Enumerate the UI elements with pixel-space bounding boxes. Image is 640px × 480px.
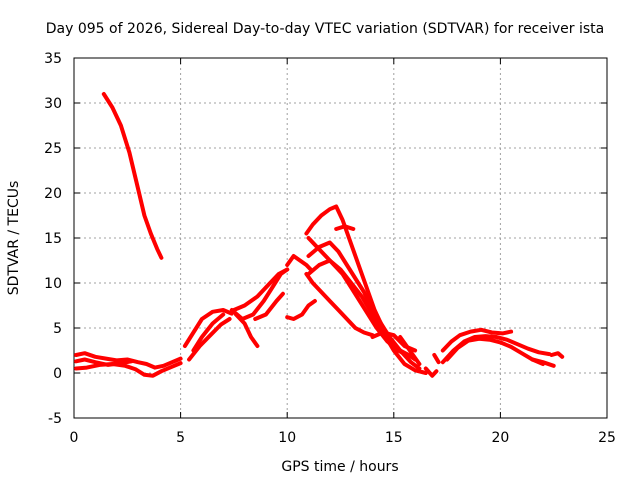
series-arc-6 [187, 317, 232, 362]
y-axis-label: SDTVAR / TECUs [6, 181, 22, 296]
series-arc-1 [101, 92, 164, 260]
y-tick-label: 30 [44, 96, 62, 112]
grid [74, 58, 607, 418]
y-tick-label: 10 [44, 276, 62, 292]
x-tick-label: 15 [385, 430, 403, 446]
axis-ticks: 0 5 10 15 20 25 -5 0 5 10 15 20 25 30 35 [44, 51, 616, 446]
series-arc-18 [304, 272, 375, 338]
series-arc-11 [253, 291, 285, 321]
y-tick-label: 25 [44, 141, 62, 157]
y-tick-label: 0 [53, 366, 62, 382]
series-arc-17 [334, 224, 356, 231]
series-arc-23 [432, 353, 441, 365]
series-arc-12 [285, 254, 313, 272]
series-arc-24 [440, 327, 514, 353]
x-tick-label: 10 [278, 430, 296, 446]
y-tick-label: 35 [44, 51, 62, 67]
series-arc-15 [306, 240, 422, 371]
series-arc-10 [231, 267, 290, 312]
series-arc-22 [423, 366, 439, 378]
series-arc-4 [74, 357, 134, 367]
x-axis-label: GPS time / hours [281, 459, 398, 475]
x-tick-label: 20 [491, 430, 509, 446]
series-arc-3 [74, 361, 183, 378]
series-arc-5 [182, 308, 234, 348]
series-arc-7 [191, 312, 226, 353]
series-arc-27 [530, 357, 556, 368]
y-tick-label: -5 [48, 411, 62, 427]
y-tick-label: 15 [44, 231, 62, 247]
series-arc-26 [445, 336, 545, 366]
series-arc-16 [306, 258, 428, 375]
series-arc-28 [549, 351, 565, 359]
series-arc-21 [398, 335, 422, 366]
y-tick-label: 20 [44, 186, 62, 202]
y-tick-label: 5 [53, 321, 62, 337]
x-tick-label: 0 [70, 430, 79, 446]
data-series [74, 92, 565, 378]
chart-title: Day 095 of 2026, Sidereal Day-to-day VTE… [46, 21, 604, 37]
series-arc-9 [234, 312, 260, 348]
x-tick-label: 25 [598, 430, 616, 446]
series-arc-19 [285, 299, 317, 321]
x-tick-label: 5 [176, 430, 185, 446]
